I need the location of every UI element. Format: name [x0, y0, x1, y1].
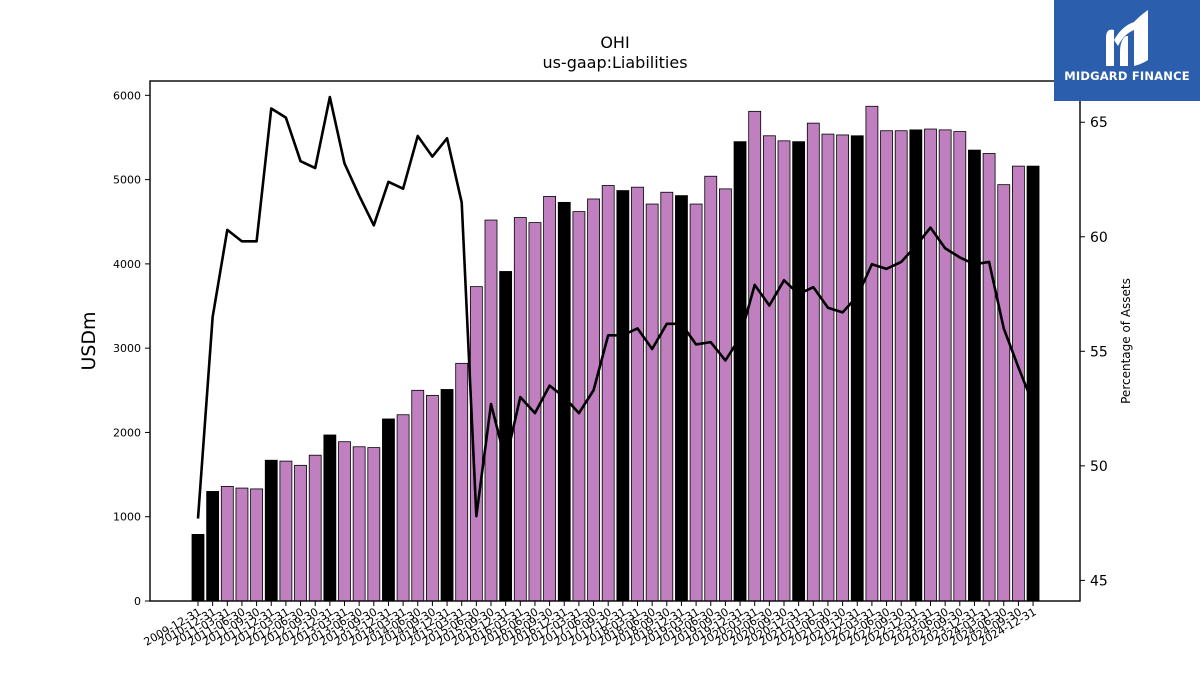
y-tick-label: 3000 [113, 342, 141, 355]
bar [220, 485, 234, 602]
bar [997, 184, 1011, 602]
bar [806, 122, 820, 602]
bar [455, 362, 469, 602]
bar [396, 414, 410, 602]
bar [660, 191, 674, 602]
bar [953, 131, 967, 602]
y2-tick-label: 55 [1090, 344, 1108, 360]
bar [704, 175, 718, 602]
bar [982, 153, 996, 602]
plot-frame [149, 80, 1081, 602]
y-tick-label: 4000 [113, 258, 141, 271]
y2-tick-label: 50 [1090, 459, 1108, 475]
bar [235, 487, 249, 602]
line-layer [196, 95, 1035, 519]
bar [352, 446, 366, 602]
bar [1026, 165, 1040, 602]
bar [279, 460, 293, 602]
logo-mark-icon [1106, 10, 1148, 66]
bar [338, 441, 351, 602]
bar [968, 149, 981, 602]
bar [777, 140, 791, 602]
bar [250, 488, 264, 602]
bar [821, 133, 835, 602]
logo-text: MIDGARD FINANCE [1064, 69, 1190, 83]
bars-layer [191, 105, 1040, 602]
bar [1012, 165, 1025, 602]
bar [382, 418, 395, 602]
axes-layer: 010002000300040005000600045505560652009-… [113, 80, 1108, 649]
y2-tick-label: 60 [1090, 230, 1108, 246]
bar [294, 464, 307, 602]
y-axis-label: USDm [78, 311, 100, 370]
y-tick-label: 6000 [113, 89, 141, 102]
bar [440, 389, 454, 602]
bar [675, 195, 688, 602]
y2-tick-label: 45 [1090, 573, 1108, 589]
chart-subtitle: us-gaap:Liabilities [542, 53, 687, 72]
bar [792, 141, 806, 602]
bar [762, 135, 776, 602]
bar [425, 394, 439, 602]
chart-title: OHI [600, 33, 629, 52]
bar [894, 130, 908, 602]
bar [645, 203, 659, 602]
bar [191, 534, 205, 602]
bar [323, 434, 337, 602]
bar [499, 271, 513, 602]
y-tick-label: 2000 [113, 426, 141, 439]
y2-axis-label: Percentage of Assets [1119, 278, 1133, 404]
bar [543, 196, 556, 602]
bar [836, 134, 849, 602]
bar [206, 491, 220, 602]
y-tick-label: 0 [134, 595, 141, 608]
bar [264, 459, 278, 602]
bar [865, 105, 879, 602]
y-tick-label: 5000 [113, 174, 141, 187]
bar [367, 447, 381, 602]
bar [880, 130, 893, 602]
bar [631, 186, 644, 602]
y2-tick-label: 65 [1090, 115, 1108, 131]
bar [411, 389, 425, 602]
brand-logo: MIDGARD FINANCE [1054, 0, 1200, 101]
bar [924, 128, 937, 602]
bar [513, 217, 527, 602]
series-line [196, 95, 1035, 519]
bar [733, 141, 747, 602]
bar [909, 129, 923, 602]
bar [587, 198, 600, 602]
bar [616, 190, 630, 602]
bar [938, 129, 952, 602]
y-tick-label: 1000 [113, 511, 141, 524]
bar [748, 110, 762, 602]
bar [601, 185, 615, 602]
bar [689, 203, 703, 602]
bar [308, 454, 322, 602]
bar [719, 188, 732, 602]
bar [850, 135, 864, 602]
